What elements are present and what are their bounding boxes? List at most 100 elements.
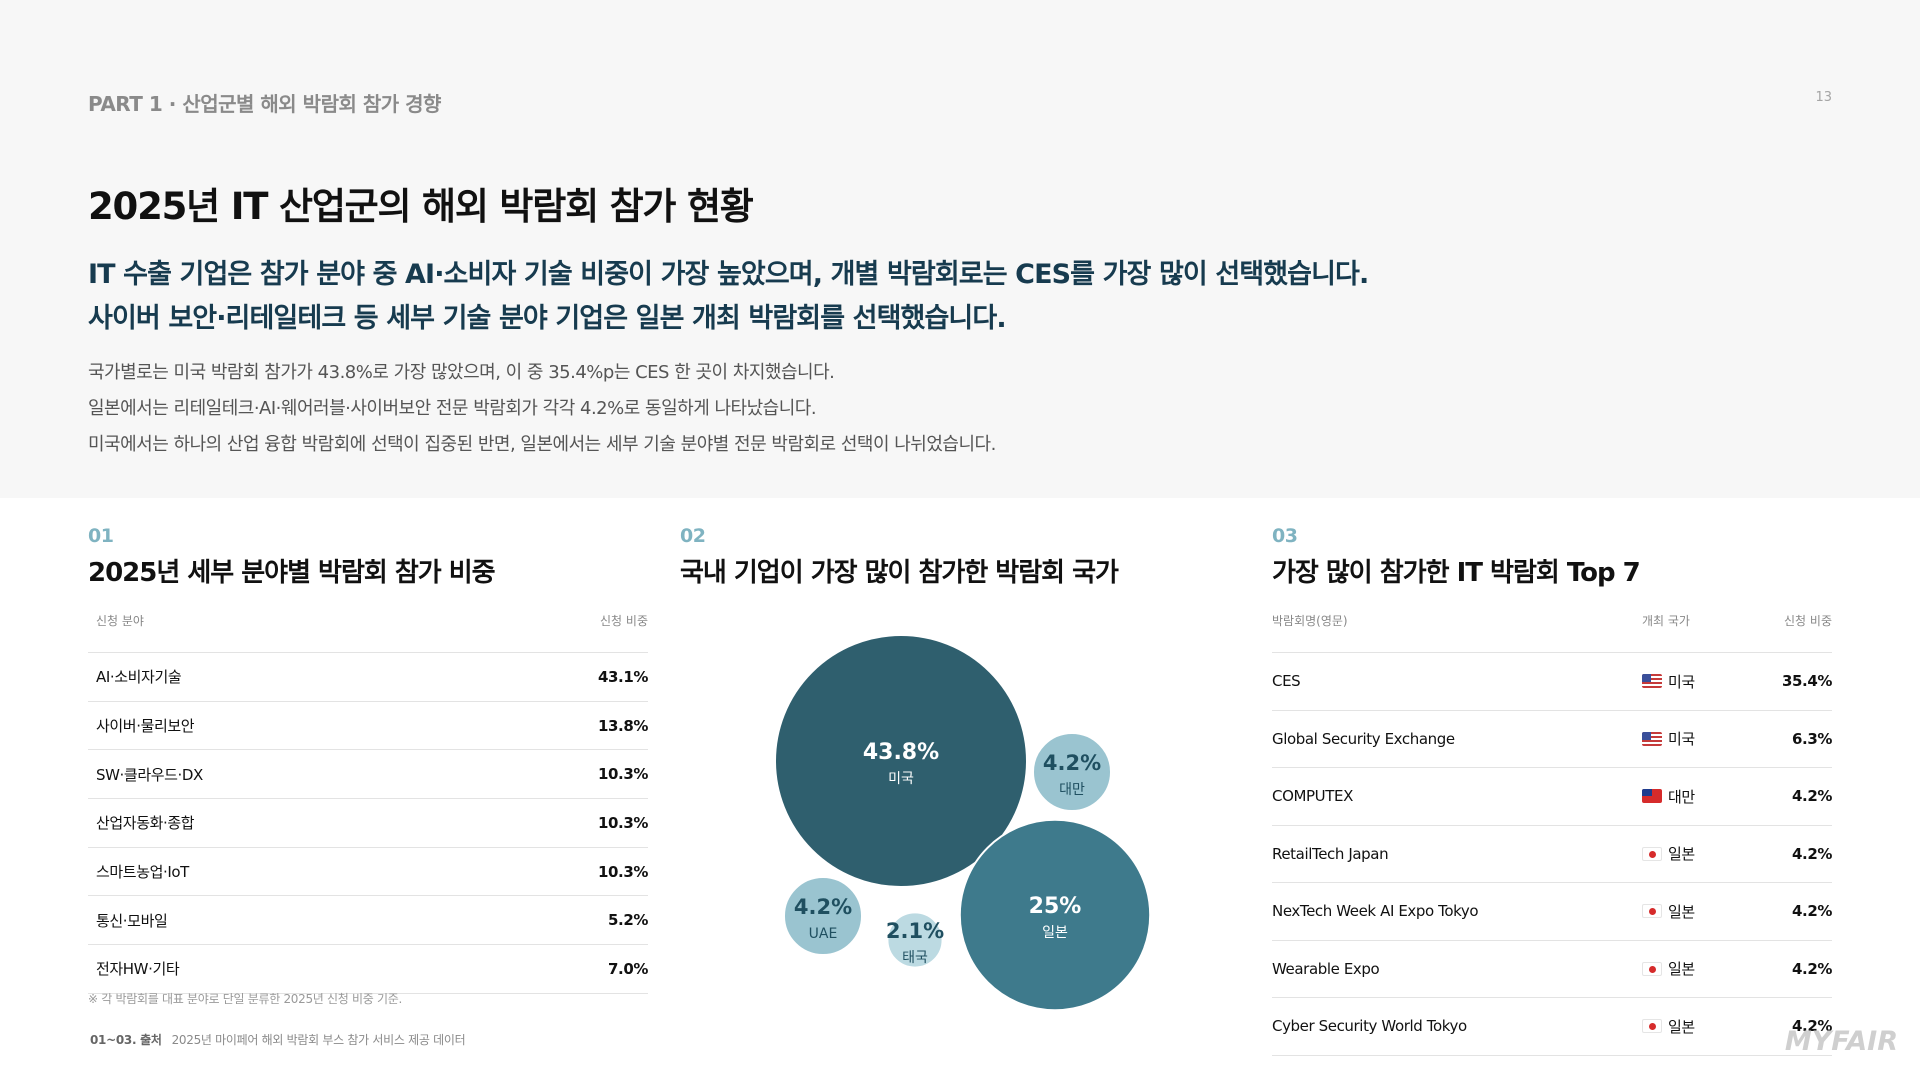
- table-row: Wearable Expo 일본 4.2%: [1272, 941, 1832, 998]
- section-2-header: 02 국내 기업이 가장 많이 참가한 박람회 국가: [680, 525, 1119, 589]
- field-ratio: 7.0%: [607, 959, 648, 978]
- japan-flag-icon: [1642, 846, 1662, 861]
- fair-name: Cyber Security World Tokyo: [1272, 1017, 1467, 1036]
- host-country: 일본: [1642, 1016, 1752, 1037]
- col-ratio-header: 신청 비중: [600, 614, 648, 628]
- table-row: 산업자동화·종합 10.3%: [88, 799, 648, 848]
- host-country: 미국: [1642, 671, 1752, 692]
- japan-flag-icon: [1642, 1019, 1662, 1034]
- field-ratio: 10.3%: [597, 765, 648, 784]
- table-row: Global Security Exchange 미국 6.3%: [1272, 711, 1832, 768]
- section-1-number: 01: [88, 525, 114, 547]
- fair-name: Wearable Expo: [1272, 959, 1380, 978]
- col-field-header: 신청 분야: [96, 614, 144, 628]
- us-flag-icon: [1642, 674, 1662, 689]
- fair-name: CES: [1272, 672, 1301, 691]
- bubble-3: 4.2% UAE: [782, 875, 864, 957]
- bubble-country-label: 태국: [902, 950, 928, 966]
- body-text: 국가별로는 미국 박람회 참가가 43.8%로 가장 많았으며, 이 중 35.…: [88, 355, 996, 463]
- section-3-header: 03 가장 많이 참가한 IT 박람회 Top 7: [1272, 525, 1641, 589]
- bubble-country-label: 일본: [1042, 925, 1068, 941]
- section-3-number: 03: [1272, 525, 1298, 547]
- bubble-1: 25% 일본: [958, 818, 1152, 1012]
- field-ratio: 10.3%: [597, 862, 648, 881]
- fair-ratio: 4.2%: [1791, 959, 1832, 978]
- bubble-country-label: 대만: [1059, 782, 1085, 798]
- country-name: 일본: [1668, 845, 1695, 864]
- bubble-country-label: UAE: [809, 926, 838, 942]
- brand-logo: MYFAIR: [1784, 1026, 1898, 1057]
- field-ratio: 5.2%: [607, 911, 648, 930]
- fair-ratio: 4.2%: [1791, 1017, 1832, 1036]
- field-name: AI·소비자기술: [96, 668, 182, 687]
- host-country: 대만: [1642, 786, 1752, 807]
- bubble-4: 2.1% 태국: [886, 911, 944, 969]
- summary-panel: PART 1 · 산업군별 해외 박람회 참가 경향 13 2025년 IT 산…: [0, 0, 1920, 498]
- body-line-3: 미국에서는 하나의 산업 융합 박람회에 선택이 집중된 반면, 일본에서는 세…: [88, 434, 996, 455]
- country-bubble-chart: 43.8% 미국 25% 일본 4.2% 대만 4.2% UAE 2.1% 태국: [774, 634, 1152, 1012]
- country-name: 미국: [1668, 672, 1695, 691]
- table-row: CES 미국 35.4%: [1272, 653, 1832, 711]
- field-name: 통신·모바일: [96, 911, 168, 930]
- bubble-value-label: 4.2%: [794, 895, 852, 919]
- host-country: 일본: [1642, 958, 1752, 979]
- table-row: SW·클라우드·DX 10.3%: [88, 750, 648, 800]
- taiwan-flag-icon: [1642, 789, 1662, 804]
- bubble-circle: [886, 911, 944, 969]
- body-line-1: 국가별로는 미국 박람회 참가가 43.8%로 가장 많았으며, 이 중 35.…: [88, 362, 835, 383]
- japan-flag-icon: [1642, 961, 1662, 976]
- section-1-title: 2025년 세부 분야별 박람회 참가 비중: [88, 558, 496, 588]
- country-name: 미국: [1668, 730, 1695, 749]
- field-name: SW·클라우드·DX: [96, 765, 203, 784]
- col-name-header: 박람회명(영문): [1272, 614, 1348, 628]
- field-name: 전자HW·기타: [96, 960, 180, 979]
- col-country-header: 개최 국가: [1642, 614, 1690, 628]
- host-country: 일본: [1642, 901, 1752, 922]
- table-row: NexTech Week AI Expo Tokyo 일본 4.2%: [1272, 883, 1832, 941]
- country-name: 일본: [1668, 1017, 1695, 1036]
- table-row: 통신·모바일 5.2%: [88, 896, 648, 946]
- field-ratio-table: 신청 분야 신청 비중 AI·소비자기술 43.1% 사이버·물리보안 13.8% …: [88, 612, 648, 994]
- bubble-2: 4.2% 대만: [1031, 731, 1113, 813]
- source-note: 01~03. 출처 2025년 마이페어 해외 박람회 부스 참가 서비스 제공 …: [90, 1031, 466, 1048]
- table-header: 박람회명(영문) 개최 국가 신청 비중: [1272, 612, 1832, 653]
- lead-line-1: IT 수출 기업은 참가 분야 중 AI·소비자 기술 비중이 가장 높았으며,…: [88, 259, 1369, 290]
- host-country: 미국: [1642, 728, 1752, 749]
- host-country: 일본: [1642, 843, 1752, 864]
- table-header: 신청 분야 신청 비중: [88, 612, 648, 653]
- section-2-title: 국내 기업이 가장 많이 참가한 박람회 국가: [680, 558, 1119, 588]
- table-row: 스마트농업·IoT 10.3%: [88, 848, 648, 897]
- bubble-value-label: 25%: [1029, 894, 1082, 919]
- lead-text: IT 수출 기업은 참가 분야 중 AI·소비자 기술 비중이 가장 높았으며,…: [88, 253, 1369, 341]
- fair-name: NexTech Week AI Expo Tokyo: [1272, 902, 1479, 921]
- bubble-circle: [1031, 731, 1113, 813]
- bubble-value-label: 43.8%: [863, 740, 939, 765]
- country-name: 일본: [1668, 902, 1695, 921]
- field-ratio: 43.1%: [597, 667, 648, 686]
- lead-line-2: 사이버 보안·리테일테크 등 세부 기술 분야 기업은 일본 개최 박람회를 선…: [88, 303, 1007, 334]
- source-label: 01~03. 출처: [90, 1033, 162, 1047]
- section-3-title: 가장 많이 참가한 IT 박람회 Top 7: [1272, 558, 1641, 588]
- bubble-circle: [782, 875, 864, 957]
- country-name: 대만: [1668, 787, 1695, 806]
- table-row: Cyber Security World Tokyo 일본 4.2%: [1272, 998, 1832, 1056]
- fair-ratio: 6.3%: [1791, 729, 1832, 748]
- section-2-number: 02: [680, 525, 706, 547]
- fair-name: RetailTech Japan: [1272, 844, 1389, 863]
- field-ratio: 13.8%: [597, 716, 648, 735]
- part-label: PART 1 · 산업군별 해외 박람회 참가 경향: [88, 92, 441, 116]
- bubble-value-label: 2.1%: [886, 919, 944, 943]
- col-ratio-header: 신청 비중: [1784, 614, 1832, 628]
- bubble-0: 43.8% 미국: [774, 634, 1028, 888]
- fair-ratio: 4.2%: [1791, 787, 1832, 806]
- page-title: 2025년 IT 산업군의 해외 박람회 참가 현황: [88, 185, 754, 228]
- field-name: 산업자동화·종합: [96, 814, 195, 833]
- table-row: RetailTech Japan 일본 4.2%: [1272, 826, 1832, 883]
- field-name: 스마트농업·IoT: [96, 863, 189, 882]
- us-flag-icon: [1642, 731, 1662, 746]
- fair-ratio: 4.2%: [1791, 844, 1832, 863]
- table-footnote: ※ 각 박람회를 대표 분야로 단일 분류한 2025년 신청 비중 기준.: [88, 992, 403, 1006]
- source-text: 2025년 마이페어 해외 박람회 부스 참가 서비스 제공 데이터: [171, 1033, 466, 1047]
- fair-name: Global Security Exchange: [1272, 729, 1455, 748]
- field-ratio: 10.3%: [597, 813, 648, 832]
